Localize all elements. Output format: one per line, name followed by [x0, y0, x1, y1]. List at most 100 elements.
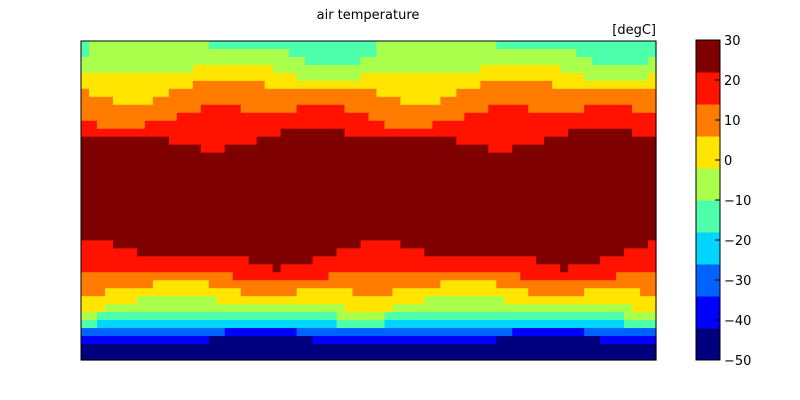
heatmap-cell — [424, 184, 433, 194]
heatmap-cell — [168, 208, 178, 218]
heatmap-cell — [424, 264, 433, 273]
heatmap-cell — [440, 144, 449, 154]
heatmap-cell — [592, 320, 601, 329]
heatmap-cell — [632, 96, 641, 106]
heatmap-cell — [608, 144, 617, 154]
heatmap-cell — [264, 80, 274, 90]
heatmap-cell — [232, 344, 242, 353]
heatmap-cell — [400, 56, 410, 66]
heatmap-cell — [336, 144, 346, 154]
heatmap-cell — [552, 128, 561, 138]
heatmap-cell — [624, 344, 633, 353]
heatmap-cell — [632, 208, 641, 218]
heatmap-cell — [224, 288, 234, 297]
heatmap-cell — [120, 104, 130, 114]
heatmap-cell — [440, 176, 449, 186]
heatmap-cell — [408, 176, 418, 186]
heatmap-cell — [376, 56, 386, 66]
heatmap-cell — [416, 304, 426, 313]
heatmap-cell — [104, 280, 114, 289]
heatmap-cell — [120, 312, 130, 321]
heatmap-cell — [352, 104, 362, 114]
heatmap-cell — [216, 264, 226, 273]
heatmap-cell — [560, 96, 569, 106]
heatmap-cell — [448, 328, 457, 337]
heatmap-cell — [592, 296, 601, 305]
heatmap-cell — [648, 256, 657, 265]
heatmap-cell — [480, 264, 489, 273]
heatmap-cell — [112, 192, 122, 202]
heatmap-cell — [360, 96, 370, 106]
heatmap-cell — [184, 272, 194, 281]
heatmap-cell — [352, 216, 362, 226]
heatmap-cell — [600, 112, 609, 122]
heatmap-cell — [584, 152, 593, 162]
heatmap-cell — [528, 304, 537, 313]
heatmap-cell — [192, 176, 202, 186]
heatmap-cell — [192, 56, 202, 66]
heatmap-cell — [256, 208, 266, 218]
heatmap-cell — [592, 248, 601, 257]
heatmap-cell — [520, 232, 529, 241]
heatmap-cell — [432, 336, 441, 345]
heatmap-cell — [568, 216, 577, 226]
heatmap-cell — [176, 344, 186, 353]
heatmap-cell — [216, 232, 226, 241]
heatmap-cell — [536, 240, 545, 249]
heatmap-cell — [296, 88, 306, 98]
heatmap-cell — [88, 136, 98, 146]
heatmap-cell — [136, 144, 146, 154]
heatmap-cell — [104, 208, 114, 218]
heatmap-cell — [81, 168, 90, 178]
heatmap-cell — [528, 48, 537, 58]
heatmap-cell — [264, 256, 274, 265]
heatmap-cell — [312, 216, 322, 226]
heatmap-cell — [104, 120, 114, 130]
heatmap-cell — [368, 160, 378, 170]
heatmap-cell — [464, 72, 473, 82]
heatmap-cell — [648, 41, 657, 50]
heatmap-cell — [408, 336, 418, 345]
heatmap-cell — [160, 144, 170, 154]
heatmap-cell — [176, 216, 186, 226]
heatmap-cell — [576, 208, 585, 218]
heatmap-cell — [176, 224, 186, 233]
heatmap-cell — [432, 256, 441, 265]
heatmap-cell — [352, 168, 362, 178]
heatmap-cell — [640, 336, 649, 345]
heatmap-cell — [352, 352, 362, 361]
heatmap-cell — [248, 240, 258, 249]
heatmap-cell — [640, 88, 649, 98]
heatmap-cell — [632, 240, 641, 249]
heatmap-cell — [400, 96, 410, 106]
heatmap-cell — [312, 320, 322, 329]
heatmap-cell — [576, 320, 585, 329]
heatmap-cell — [448, 176, 457, 186]
heatmap-cell — [368, 208, 378, 218]
heatmap-cell — [208, 41, 218, 50]
heatmap-cell — [584, 128, 593, 138]
heatmap-cell — [224, 336, 234, 345]
heatmap-cell — [616, 288, 625, 297]
heatmap-cell — [192, 48, 202, 58]
heatmap-cell — [512, 336, 521, 345]
heatmap-cell — [488, 256, 497, 265]
heatmap-cell — [456, 72, 465, 82]
heatmap-cell — [608, 72, 617, 82]
heatmap-cell — [440, 41, 449, 50]
heatmap-cell — [624, 72, 633, 82]
heatmap-cell — [432, 216, 441, 226]
heatmap-cell — [288, 216, 298, 226]
heatmap-cell — [384, 128, 394, 138]
heatmap-cell — [184, 184, 194, 194]
heatmap-cell — [472, 280, 481, 289]
heatmap-cell — [432, 120, 441, 130]
heatmap-cell — [576, 104, 585, 114]
heatmap-cell — [376, 41, 386, 50]
heatmap-cell — [320, 216, 330, 226]
heatmap-cell — [408, 184, 418, 194]
heatmap-cell — [128, 152, 138, 162]
heatmap-cell — [520, 200, 529, 210]
heatmap-cell — [360, 112, 370, 122]
heatmap-cell — [304, 232, 314, 241]
